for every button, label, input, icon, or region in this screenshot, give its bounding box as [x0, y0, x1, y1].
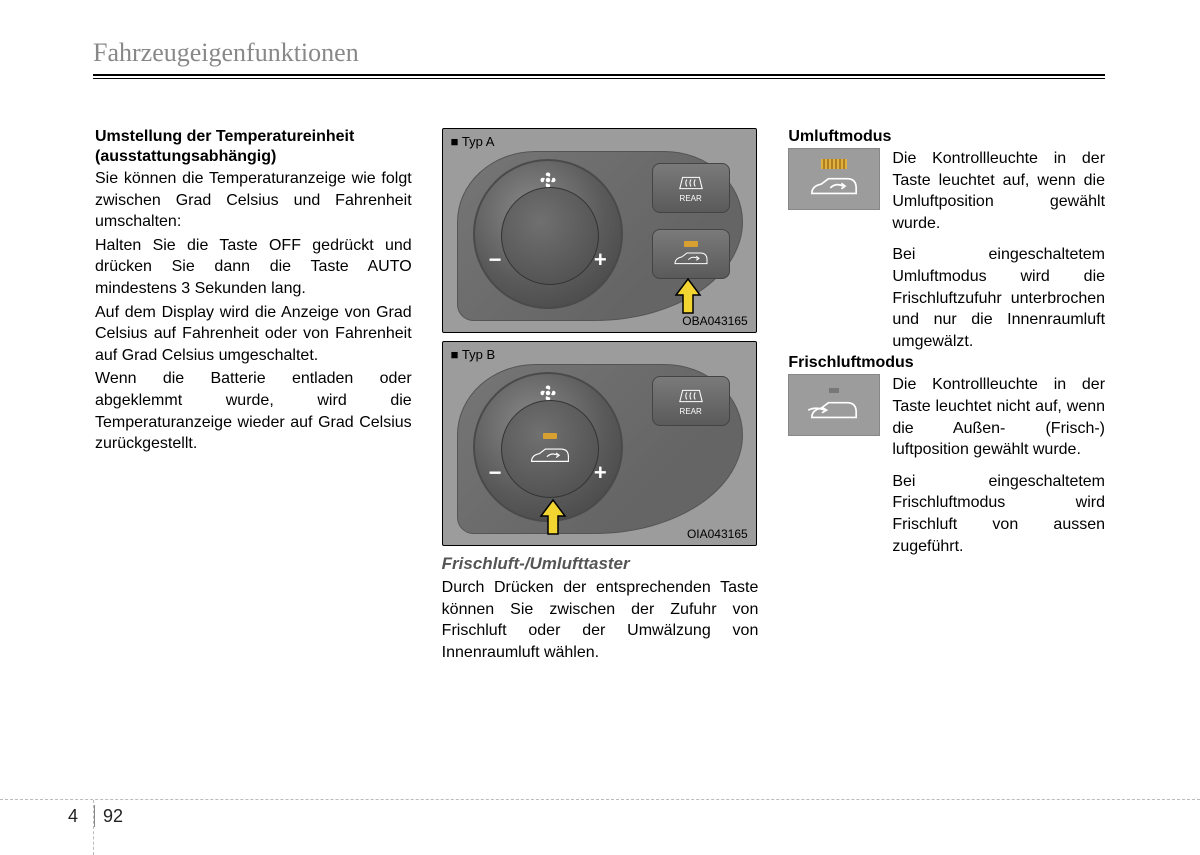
- para-temp-4: Wenn die Batterie entladen oder abgeklem…: [95, 368, 412, 454]
- fresh-air-mode-text: Die Kontrollleuchte in der Taste leuchte…: [892, 374, 1105, 466]
- fresh-air-p1: Die Kontrollleuchte in der Taste leuchte…: [892, 374, 1105, 460]
- recirculate-p2: Bei eingeschaltetem Umluftmodus wird die…: [892, 244, 1105, 352]
- para-temp-2: Halten Sie die Taste OFF gedrückt und dr…: [95, 235, 412, 300]
- recirculate-mode-block: Die Kontrollleuchte in der Taste leuchte…: [788, 148, 1105, 240]
- fresh-air-mode-icon: [788, 374, 880, 436]
- figure-type-a: ■ Typ A − + REAR OBA043165: [442, 128, 757, 333]
- air-intake-subheading: Frischluft-/Umlufttaster: [442, 554, 759, 574]
- crop-mark-h: [0, 799, 1200, 800]
- figure-type-b: ■ Typ B − + REAR OIA043165: [442, 341, 757, 546]
- car-recirculate-icon: [527, 446, 573, 466]
- defrost-icon: [677, 387, 705, 405]
- fresh-air-mode-block: Die Kontrollleuchte in der Taste leuchte…: [788, 374, 1105, 466]
- recirculate-mode-heading: Umluftmodus: [788, 128, 1105, 146]
- page-header: Fahrzeugeigenfunktionen: [93, 38, 1105, 79]
- recirculate-mode-icon: [788, 148, 880, 210]
- rear-label: REAR: [680, 407, 702, 416]
- arrow-indicator-b: [539, 498, 567, 536]
- para-temp-3: Auf dem Display wird die Anzeige von Gra…: [95, 302, 412, 367]
- page-title: Fahrzeugeigenfunktionen: [93, 38, 1105, 72]
- page-number: 92: [103, 806, 123, 827]
- column-center: ■ Typ A − + REAR OBA043165: [442, 128, 759, 665]
- fig-b-code: OIA043165: [687, 527, 748, 541]
- fresh-air-mode-heading: Frischluftmodus: [788, 354, 1105, 372]
- rear-label: REAR: [680, 194, 702, 203]
- recirculate-button-a: [652, 229, 730, 279]
- defrost-icon: [677, 174, 705, 192]
- fresh-air-p2: Bei eingeschaltetem Frischluftmodus wird…: [892, 471, 1105, 557]
- para-temp-1: Sie können die Temperaturanzeige wie fol…: [95, 168, 412, 233]
- temp-unit-heading-1: Umstellung der Temperatureinheit: [95, 128, 412, 146]
- led-indicator-b: [543, 433, 557, 439]
- rear-defrost-button-a: REAR: [652, 163, 730, 213]
- minus-icon: −: [489, 460, 502, 486]
- car-recirculate-icon: [671, 250, 711, 268]
- led-off-indicator: [829, 388, 839, 393]
- fig-a-code: OBA043165: [682, 314, 747, 328]
- rule-thin: [93, 78, 1105, 79]
- footer-divider: [94, 805, 95, 827]
- fig-a-label: ■ Typ A: [451, 134, 495, 149]
- page-footer: 4 92: [68, 805, 123, 827]
- dial-inner: [501, 187, 599, 285]
- temp-unit-heading-2: (ausstattungsabhängig): [95, 148, 412, 166]
- minus-icon: −: [489, 247, 502, 273]
- fan-dial-a: − +: [473, 159, 623, 309]
- arrow-indicator-a: [674, 277, 702, 315]
- car-recirculate-icon: [805, 175, 863, 199]
- para-air-intake: Durch Drücken der entsprechenden Taste k…: [442, 577, 759, 663]
- plus-icon: +: [594, 460, 607, 486]
- recirculate-mode-text: Die Kontrollleuchte in der Taste leuchte…: [892, 148, 1105, 240]
- fig-b-label: ■ Typ B: [451, 347, 495, 362]
- column-left: Umstellung der Temperatureinheit (aussta…: [95, 128, 412, 665]
- rule-thick: [93, 74, 1105, 76]
- recirculate-p1: Die Kontrollleuchte in der Taste leuchte…: [892, 148, 1105, 234]
- content-columns: Umstellung der Temperatureinheit (aussta…: [95, 128, 1105, 665]
- column-right: Umluftmodus Die Kontrollleuchte in der T…: [788, 128, 1105, 665]
- car-fresh-air-icon: [805, 399, 863, 423]
- chapter-number: 4: [68, 806, 78, 827]
- rear-defrost-button-b: REAR: [652, 376, 730, 426]
- led-indicator: [684, 241, 698, 247]
- led-on-indicator: [821, 159, 847, 169]
- dial-inner-b: [501, 400, 599, 498]
- plus-icon: +: [594, 247, 607, 273]
